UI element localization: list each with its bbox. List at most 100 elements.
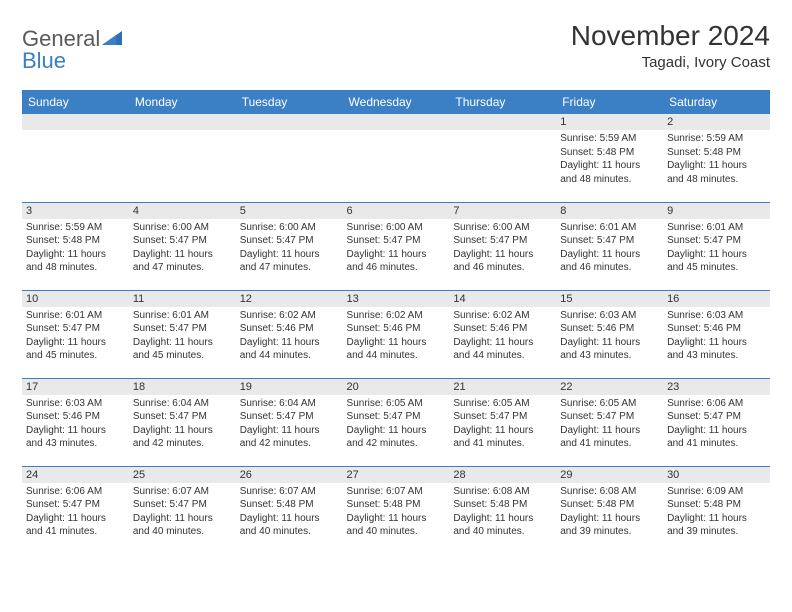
- day-number: 3: [22, 203, 129, 219]
- calendar-cell: 13 Sunrise: 6:02 AMSunset: 5:46 PMDayligh…: [343, 290, 450, 378]
- calendar-week: 10Sunrise: 6:01 AMSunset: 5:47 PMDayligh…: [22, 290, 770, 378]
- day-number: 26: [236, 467, 343, 483]
- day-detail: Sunrise: 6:08 AMSunset: 5:48 PMDaylight:…: [560, 485, 659, 539]
- calendar-cell: [449, 114, 556, 202]
- calendar-cell: 1 Sunrise: 5:59 AMSunset: 5:48 PMDaylight…: [556, 114, 663, 202]
- calendar-week: 1Sunrise: 5:59 AMSunset: 5:48 PMDaylight…: [22, 114, 770, 202]
- day-detail: Sunrise: 6:07 AMSunset: 5:47 PMDaylight:…: [133, 485, 232, 539]
- day-detail: Sunrise: 6:00 AMSunset: 5:47 PMDaylight:…: [240, 221, 339, 275]
- day-detail: Sunrise: 6:02 AMSunset: 5:46 PMDaylight:…: [453, 309, 552, 363]
- calendar-cell: 4 Sunrise: 6:00 AMSunset: 5:47 PMDaylight…: [129, 202, 236, 290]
- day-number: 9: [663, 203, 770, 219]
- day-detail: Sunrise: 6:05 AMSunset: 5:47 PMDaylight:…: [560, 397, 659, 451]
- calendar-cell: 21Sunrise: 6:05 AMSunset: 5:47 PMDayligh…: [449, 378, 556, 466]
- calendar-cell: 14 Sunrise: 6:02 AMSunset: 5:46 PMDayligh…: [449, 290, 556, 378]
- day-number: 2: [663, 114, 770, 130]
- day-number: 1: [556, 114, 663, 130]
- dow-header: Thursday: [449, 90, 556, 114]
- day-number: 15: [556, 291, 663, 307]
- day-number: [22, 114, 129, 130]
- day-number: 12: [236, 291, 343, 307]
- day-detail: Sunrise: 6:05 AMSunset: 5:47 PMDaylight:…: [453, 397, 552, 451]
- calendar-cell: [343, 114, 450, 202]
- brand-logo: GeneralBlue: [22, 20, 122, 74]
- day-detail: Sunrise: 6:00 AMSunset: 5:47 PMDaylight:…: [453, 221, 552, 275]
- day-number: 18: [129, 379, 236, 395]
- day-number: 27: [343, 467, 450, 483]
- day-number: 13: [343, 291, 450, 307]
- location: Tagadi, Ivory Coast: [571, 54, 770, 71]
- day-number: 25: [129, 467, 236, 483]
- day-number: 17: [22, 379, 129, 395]
- brand-triangle-icon: [102, 25, 122, 51]
- day-detail: Sunrise: 6:07 AMSunset: 5:48 PMDaylight:…: [240, 485, 339, 539]
- calendar-cell: 16 Sunrise: 6:03 AMSunset: 5:46 PMDayligh…: [663, 290, 770, 378]
- day-number: 28: [449, 467, 556, 483]
- day-number: 7: [449, 203, 556, 219]
- calendar-cell: 30Sunrise: 6:09 AMSunset: 5:48 PMDayligh…: [663, 466, 770, 554]
- calendar-week: 3 Sunrise: 5:59 AMSunset: 5:48 PMDaylight…: [22, 202, 770, 290]
- day-detail: Sunrise: 5:59 AMSunset: 5:48 PMDaylight:…: [26, 221, 125, 275]
- day-number: [449, 114, 556, 130]
- calendar-cell: 23Sunrise: 6:06 AMSunset: 5:47 PMDayligh…: [663, 378, 770, 466]
- calendar-cell: 19 Sunrise: 6:04 AMSunset: 5:47 PMDayligh…: [236, 378, 343, 466]
- day-number: 8: [556, 203, 663, 219]
- dow-header: Monday: [129, 90, 236, 114]
- calendar-cell: 27 Sunrise: 6:07 AMSunset: 5:48 PMDayligh…: [343, 466, 450, 554]
- day-detail: Sunrise: 6:01 AMSunset: 5:47 PMDaylight:…: [560, 221, 659, 275]
- calendar-cell: 18 Sunrise: 6:04 AMSunset: 5:47 PMDayligh…: [129, 378, 236, 466]
- day-detail: Sunrise: 6:09 AMSunset: 5:48 PMDaylight:…: [667, 485, 766, 539]
- day-detail: Sunrise: 6:04 AMSunset: 5:47 PMDaylight:…: [133, 397, 232, 451]
- calendar-cell: [129, 114, 236, 202]
- day-detail: Sunrise: 6:05 AMSunset: 5:47 PMDaylight:…: [347, 397, 446, 451]
- day-number: 24: [22, 467, 129, 483]
- day-number: [236, 114, 343, 130]
- day-number: 6: [343, 203, 450, 219]
- day-detail: Sunrise: 6:00 AMSunset: 5:47 PMDaylight:…: [347, 221, 446, 275]
- day-detail: Sunrise: 6:04 AMSunset: 5:47 PMDaylight:…: [240, 397, 339, 451]
- calendar-cell: 29Sunrise: 6:08 AMSunset: 5:48 PMDayligh…: [556, 466, 663, 554]
- day-detail: Sunrise: 6:01 AMSunset: 5:47 PMDaylight:…: [667, 221, 766, 275]
- day-number: 20: [343, 379, 450, 395]
- day-detail: Sunrise: 6:03 AMSunset: 5:46 PMDaylight:…: [26, 397, 125, 451]
- calendar-table: SundayMondayTuesdayWednesdayThursdayFrid…: [22, 90, 770, 554]
- day-number: 14: [449, 291, 556, 307]
- dow-header: Sunday: [22, 90, 129, 114]
- day-number: [129, 114, 236, 130]
- calendar-cell: 20 Sunrise: 6:05 AMSunset: 5:47 PMDayligh…: [343, 378, 450, 466]
- calendar-cell: 17 Sunrise: 6:03 AMSunset: 5:46 PMDayligh…: [22, 378, 129, 466]
- day-number: 16: [663, 291, 770, 307]
- day-number: 23: [663, 379, 770, 395]
- day-detail: Sunrise: 6:06 AMSunset: 5:47 PMDaylight:…: [26, 485, 125, 539]
- calendar-cell: 28Sunrise: 6:08 AMSunset: 5:48 PMDayligh…: [449, 466, 556, 554]
- day-detail: Sunrise: 6:07 AMSunset: 5:48 PMDaylight:…: [347, 485, 446, 539]
- calendar-cell: 8 Sunrise: 6:01 AMSunset: 5:47 PMDaylight…: [556, 202, 663, 290]
- calendar-cell: [22, 114, 129, 202]
- calendar-week: 24 Sunrise: 6:06 AMSunset: 5:47 PMDayligh…: [22, 466, 770, 554]
- day-detail: Sunrise: 5:59 AMSunset: 5:48 PMDaylight:…: [667, 132, 766, 186]
- day-number: 4: [129, 203, 236, 219]
- dow-header: Tuesday: [236, 90, 343, 114]
- day-detail: Sunrise: 6:03 AMSunset: 5:46 PMDaylight:…: [667, 309, 766, 363]
- dow-header-row: SundayMondayTuesdayWednesdayThursdayFrid…: [22, 90, 770, 114]
- calendar-cell: 11 Sunrise: 6:01 AMSunset: 5:47 PMDayligh…: [129, 290, 236, 378]
- calendar-cell: 5Sunrise: 6:00 AMSunset: 5:47 PMDaylight…: [236, 202, 343, 290]
- day-detail: Sunrise: 5:59 AMSunset: 5:48 PMDaylight:…: [560, 132, 659, 186]
- day-detail: Sunrise: 6:00 AMSunset: 5:47 PMDaylight:…: [133, 221, 232, 275]
- day-detail: Sunrise: 6:01 AMSunset: 5:47 PMDaylight:…: [133, 309, 232, 363]
- calendar-cell: [236, 114, 343, 202]
- calendar-cell: 10Sunrise: 6:01 AMSunset: 5:47 PMDayligh…: [22, 290, 129, 378]
- calendar-page: GeneralBlue November 2024 Tagadi, Ivory …: [0, 0, 792, 554]
- calendar-cell: 6 Sunrise: 6:00 AMSunset: 5:47 PMDaylight…: [343, 202, 450, 290]
- day-detail: Sunrise: 6:02 AMSunset: 5:46 PMDaylight:…: [347, 309, 446, 363]
- day-number: 22: [556, 379, 663, 395]
- day-number: 10: [22, 291, 129, 307]
- day-detail: Sunrise: 6:02 AMSunset: 5:46 PMDaylight:…: [240, 309, 339, 363]
- calendar-cell: 3 Sunrise: 5:59 AMSunset: 5:48 PMDaylight…: [22, 202, 129, 290]
- dow-header: Friday: [556, 90, 663, 114]
- day-number: 19: [236, 379, 343, 395]
- calendar-cell: 26 Sunrise: 6:07 AMSunset: 5:48 PMDayligh…: [236, 466, 343, 554]
- day-detail: Sunrise: 6:03 AMSunset: 5:46 PMDaylight:…: [560, 309, 659, 363]
- dow-header: Saturday: [663, 90, 770, 114]
- day-number: 11: [129, 291, 236, 307]
